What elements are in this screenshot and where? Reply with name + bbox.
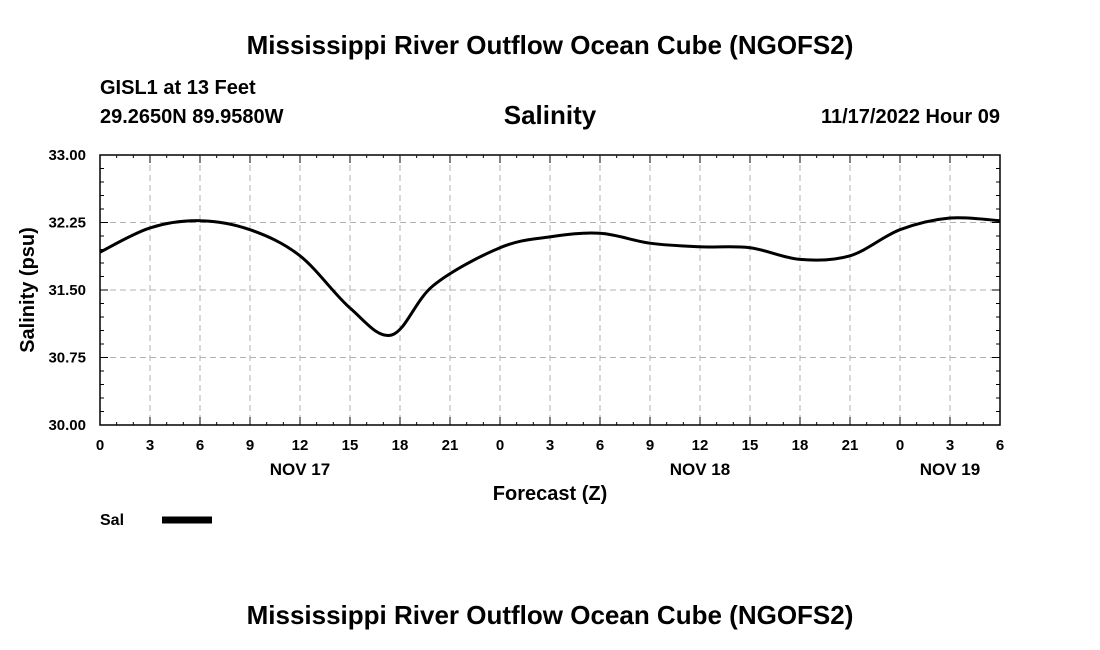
x-tick-label: 15 bbox=[742, 437, 759, 454]
x-tick-label: 6 bbox=[996, 437, 1004, 454]
y-tick-label: 30.75 bbox=[48, 350, 86, 367]
x-tick-label: 9 bbox=[246, 437, 254, 454]
x-tick-label: 3 bbox=[946, 437, 954, 454]
x-tick-label: 3 bbox=[546, 437, 554, 454]
day-label: NOV 18 bbox=[670, 460, 730, 479]
y-tick-label: 33.00 bbox=[48, 147, 86, 164]
y-tick-label: 32.25 bbox=[48, 215, 86, 232]
x-tick-label: 18 bbox=[392, 437, 409, 454]
x-axis-label: Forecast (Z) bbox=[493, 483, 607, 505]
x-tick-label: 9 bbox=[646, 437, 654, 454]
station-label: GISL1 at 13 Feet bbox=[100, 77, 256, 99]
grid-lines bbox=[100, 155, 1000, 425]
x-tick-label: 21 bbox=[442, 437, 459, 454]
forecast-timestamp: 11/17/2022 Hour 09 bbox=[820, 106, 1000, 128]
y-axis-label: Salinity (psu) bbox=[17, 227, 39, 353]
station-coordinates: 29.2650N 89.9580W bbox=[100, 106, 284, 128]
legend: Sal bbox=[100, 512, 212, 529]
x-tick-label: 18 bbox=[792, 437, 809, 454]
day-label: NOV 19 bbox=[920, 460, 980, 479]
series-line-sal bbox=[99, 216, 1001, 337]
day-labels: NOV 17 NOV 18 NOV 19 bbox=[270, 460, 980, 479]
series-lines bbox=[99, 216, 1001, 337]
chart-subtitle: Salinity bbox=[503, 100, 597, 130]
x-tick-label: 0 bbox=[96, 437, 104, 454]
x-tick-label: 12 bbox=[692, 437, 709, 454]
y-tick-label: 31.50 bbox=[48, 282, 86, 299]
x-tick-label: 0 bbox=[496, 437, 504, 454]
x-tick-labels: 0 3 6 9 12 15 18 21 0 3 6 9 12 15 18 21 0 3 6 bbox=[96, 437, 1004, 454]
x-tick-label: 0 bbox=[896, 437, 904, 454]
x-tick-label: 12 bbox=[292, 437, 309, 454]
legend-label: Sal bbox=[100, 512, 124, 529]
x-tick-label: 6 bbox=[196, 437, 204, 454]
chart-title-bottom: Mississippi River Outflow Ocean Cube (NG… bbox=[246, 600, 854, 630]
day-label: NOV 17 bbox=[270, 460, 330, 479]
x-tick-label: 3 bbox=[146, 437, 154, 454]
chart-title-top: Mississippi River Outflow Ocean Cube (NG… bbox=[246, 30, 854, 60]
x-tick-label: 6 bbox=[596, 437, 604, 454]
x-tick-label: 15 bbox=[342, 437, 359, 454]
x-tick-label: 21 bbox=[842, 437, 859, 454]
plot-frame bbox=[99, 154, 1001, 426]
y-tick-label: 30.00 bbox=[48, 417, 86, 434]
y-tick-labels: 30.00 30.75 31.50 32.25 33.00 bbox=[48, 147, 86, 434]
